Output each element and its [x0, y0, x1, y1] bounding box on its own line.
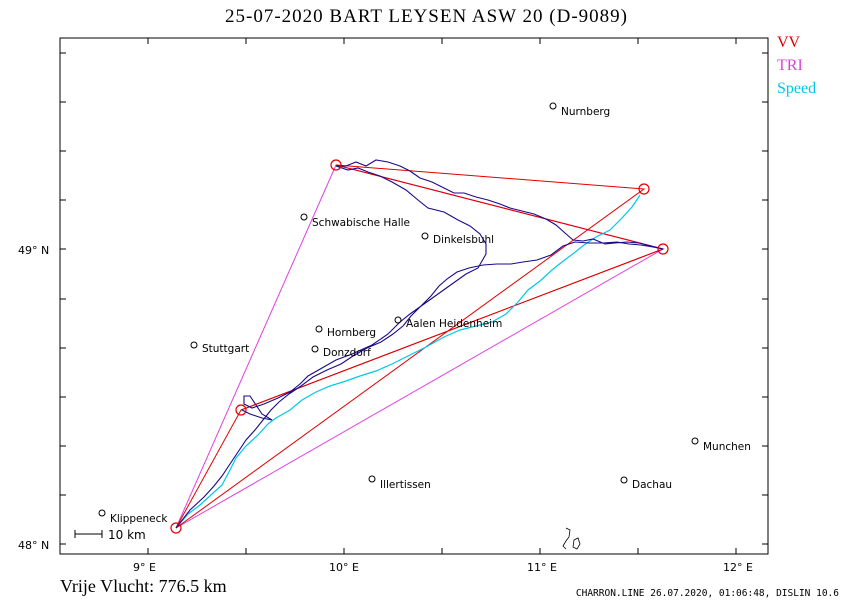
footer-info: CHARRON.LINE 26.07.2020, 01:06:48, DISLI… [575, 588, 839, 599]
city-marker [421, 232, 429, 240]
y-label-49n: 49° N [18, 244, 49, 257]
axis-ticks [60, 38, 768, 554]
page-title: 25-07-2020 BART LEYSEN ASW 20 (D-9089) [225, 6, 628, 27]
city-label-klippeneck: Klippeneck [110, 513, 168, 525]
y-label-48n: 48° N [18, 539, 49, 552]
city-marker [98, 509, 106, 517]
city-label-nurnberg: Nurnberg [561, 106, 610, 118]
city-label-munchen: Munchen [703, 441, 751, 453]
scale-bar-label: 10 km [108, 528, 146, 542]
legend-tri: TRI [777, 57, 803, 74]
x-label-11e: 11° E [527, 561, 557, 574]
turnpoint-3 [638, 183, 650, 195]
city-label-schwabische-halle: Schwabische Halle [312, 217, 410, 229]
city-label-donzdorf: Donzdorf [323, 347, 371, 359]
x-label-9e: 9° E [133, 561, 156, 574]
city-marker [549, 102, 557, 110]
map-frame [59, 37, 769, 555]
city-marker [691, 437, 699, 445]
city-marker [311, 345, 319, 353]
vv-leg [240, 248, 664, 411]
legend-vv: VV [777, 34, 801, 51]
city-marker [368, 475, 376, 483]
city-marker [394, 316, 402, 324]
flight-track [175, 159, 664, 529]
turnpoint-1 [235, 404, 247, 416]
x-label-12e: 12° E [723, 561, 753, 574]
speed-track [175, 194, 641, 529]
x-label-10e: 10° E [329, 561, 359, 574]
city-label-aalen-heidenheim: Aalen Heidenheim [406, 318, 502, 330]
city-marker [190, 341, 198, 349]
city-label-dinkelsbuhl: Dinkelsbuhl [433, 234, 494, 246]
city-label-dachau: Dachau [632, 479, 672, 491]
legend-speed: Speed [777, 80, 817, 97]
city-marker [620, 476, 628, 484]
city-label-hornberg: Hornberg [327, 327, 376, 339]
turnpoint-2 [330, 159, 342, 171]
city-label-stuttgart: Stuttgart [202, 343, 249, 355]
distance-label: Vrije Vlucht: 776.5 km [60, 576, 227, 596]
turnpoint-start [170, 522, 182, 534]
city-marker [300, 213, 308, 221]
lake-outline [562, 527, 581, 550]
city-marker [315, 325, 323, 333]
turnpoint-4 [657, 243, 669, 255]
scale-bar [74, 530, 103, 538]
city-label-illertissen: Illertissen [380, 479, 431, 491]
